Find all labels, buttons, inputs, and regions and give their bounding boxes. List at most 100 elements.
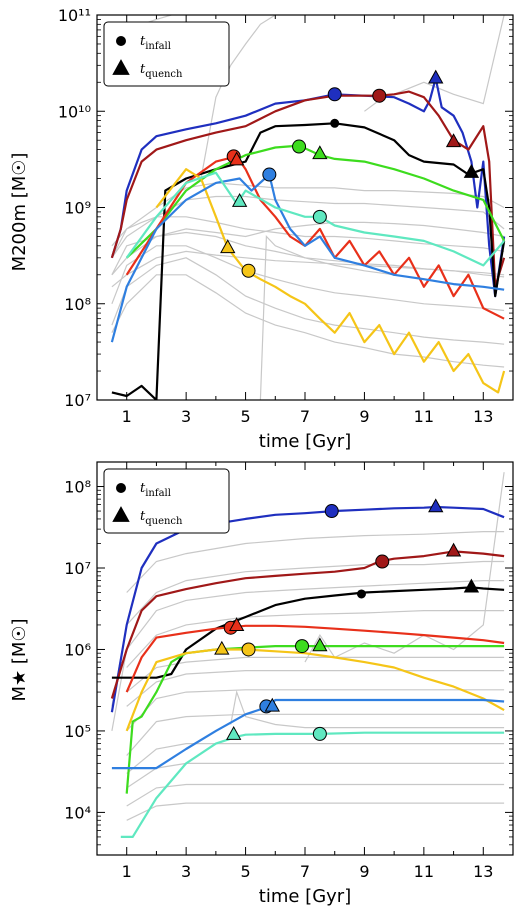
grey-track-line — [111, 195, 505, 259]
grey-track-line — [126, 689, 505, 732]
x-tick-label: 1 — [122, 862, 132, 881]
series-line-4 — [125, 645, 505, 794]
quench-marker — [264, 697, 280, 712]
legend-label: tinfall — [140, 34, 171, 52]
grey-track-line — [259, 235, 505, 400]
infall-marker — [375, 554, 390, 569]
infall-marker — [330, 118, 340, 128]
quench-marker — [312, 637, 328, 652]
grey-track-line — [111, 221, 505, 276]
x-tick-label: 9 — [359, 862, 369, 881]
quench-marker — [445, 133, 462, 148]
y-tick-label: 10⁴ — [64, 803, 91, 822]
x-tick-label: 9 — [359, 407, 369, 426]
infall-marker — [241, 642, 256, 657]
legend-box — [103, 21, 230, 87]
y-tick-label: 10⁷ — [64, 391, 91, 410]
grey-track-line — [200, 15, 276, 179]
series-line-1 — [110, 550, 505, 699]
legend-circle-icon — [116, 36, 126, 46]
grey-track-line — [111, 560, 505, 707]
grey-track-line — [111, 182, 505, 259]
x-tick-label: 5 — [240, 862, 250, 881]
series-line-1 — [110, 90, 506, 288]
x-tick-label: 1 — [122, 407, 132, 426]
grey-track-line — [126, 656, 505, 693]
x-tick-label: 5 — [240, 407, 250, 426]
infall-marker — [292, 139, 307, 154]
legend-circle-icon — [116, 483, 126, 493]
grey-track-line — [126, 743, 505, 774]
series-line-0 — [110, 77, 506, 298]
x-tick-label: 7 — [300, 862, 310, 881]
x-tick-label: 3 — [181, 862, 191, 881]
x-tick-label: 11 — [414, 862, 434, 881]
grey-track-line — [111, 580, 505, 732]
quench-marker — [228, 617, 245, 632]
y-tick-label: 10⁷ — [64, 559, 91, 578]
y-tick-label: 10⁵ — [64, 722, 91, 741]
quench-marker — [231, 192, 248, 207]
series-line-5 — [125, 648, 505, 732]
series-line-6 — [110, 173, 505, 343]
legend: tinfall tquench — [103, 468, 230, 534]
grey-track-line — [304, 472, 505, 663]
infall-marker — [356, 589, 366, 599]
x-tick-label: 3 — [181, 407, 191, 426]
x-axis-label: time [Gyr] — [259, 431, 351, 452]
legend-label: tquench — [140, 509, 183, 527]
quench-marker — [312, 145, 328, 160]
quench-marker — [226, 725, 242, 740]
quench-marker — [428, 69, 444, 84]
series-line-2 — [111, 586, 505, 679]
quench-marker — [463, 578, 480, 593]
x-tick-label: 7 — [300, 407, 310, 426]
y-tick-label: 10⁸ — [64, 478, 91, 497]
legend-label: tquench — [140, 62, 183, 80]
grey-track-line — [126, 670, 505, 707]
infall-marker — [324, 504, 339, 519]
stellar-plot-area — [110, 472, 505, 838]
infall-marker — [262, 167, 277, 182]
quench-marker — [428, 498, 444, 513]
grey-track-line — [111, 245, 505, 312]
legend-label: tinfall — [140, 481, 171, 499]
quench-marker — [463, 163, 480, 178]
quench-marker — [214, 640, 230, 655]
grey-track-line — [230, 689, 505, 729]
y-tick-label: 10¹⁰ — [58, 102, 91, 121]
infall-marker — [295, 639, 310, 654]
y-tick-label: 10⁶ — [64, 640, 91, 659]
y-axis-label: M200m [M☉] — [9, 153, 30, 272]
legend-triangle-icon — [112, 506, 130, 522]
quench-marker — [220, 239, 236, 254]
infall-marker — [241, 263, 256, 278]
infall-marker — [312, 209, 327, 224]
legend-triangle-icon — [112, 59, 130, 75]
grey-track-line — [126, 802, 505, 821]
grey-track-line — [126, 610, 505, 668]
grey-track-line — [111, 274, 505, 368]
series-line-7 — [125, 171, 505, 267]
grey-track-line — [126, 531, 505, 593]
grey-track-line — [111, 250, 505, 288]
legend: tinfall tquench — [103, 21, 230, 87]
x-tick-label: 11 — [414, 407, 434, 426]
y-tick-label: 10⁹ — [64, 199, 91, 218]
x-axis-label: time [Gyr] — [259, 886, 351, 907]
grey-track-line — [126, 713, 505, 756]
quench-marker — [445, 542, 462, 557]
quench-marker — [228, 151, 245, 166]
y-tick-label: 10⁸ — [64, 295, 91, 314]
infall-marker — [312, 726, 327, 741]
infall-marker — [372, 88, 387, 103]
series-line-7 — [120, 731, 505, 838]
legend-box — [103, 468, 230, 534]
series-line-5 — [155, 168, 506, 394]
y-tick-label: 10¹¹ — [58, 6, 91, 25]
series-line-0 — [110, 505, 505, 713]
grey-track-line — [111, 257, 505, 345]
